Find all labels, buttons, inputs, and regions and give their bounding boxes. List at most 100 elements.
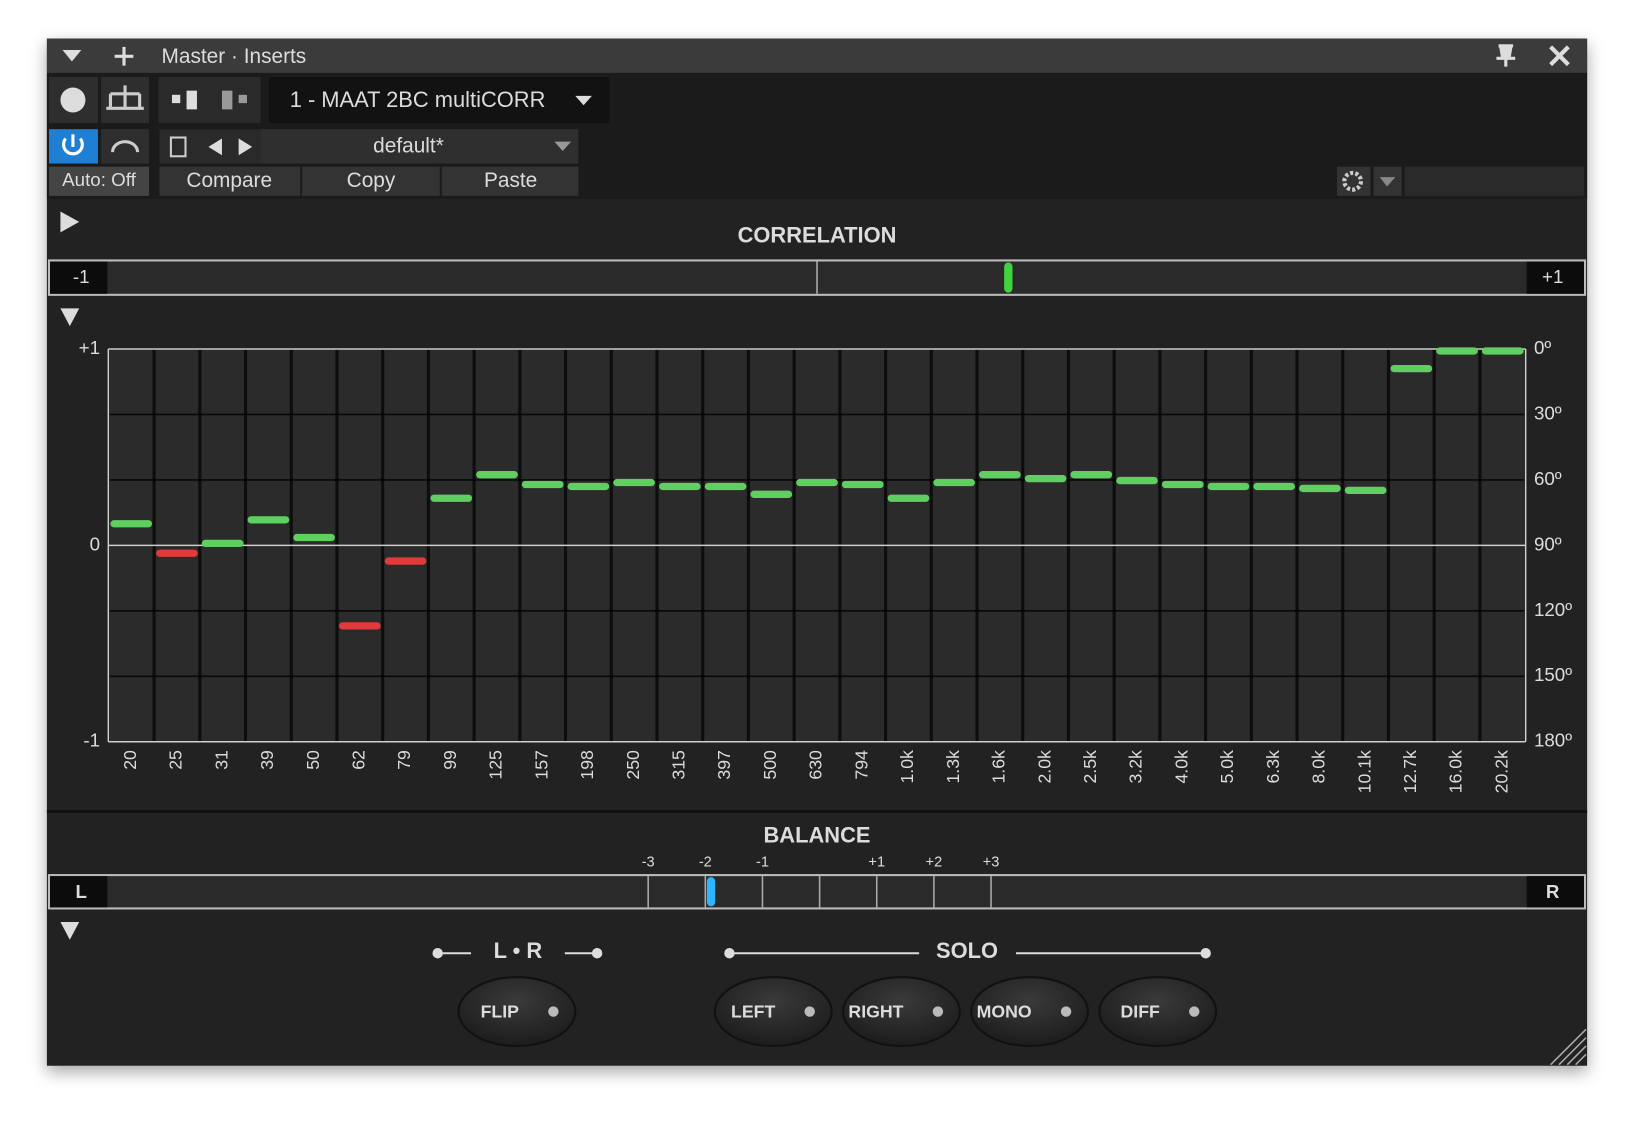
group-label: L • R [494, 938, 543, 963]
solo-button[interactable] [713, 976, 833, 1047]
band-marker [156, 549, 198, 557]
band-marker [430, 494, 473, 502]
icon [186, 90, 197, 110]
compare-button[interactable] [159, 166, 301, 196]
icon [238, 94, 247, 104]
automation-button[interactable] [48, 166, 150, 196]
copy-button[interactable] [302, 166, 440, 196]
band-marker [750, 490, 793, 498]
solo-button-label: RIGHT [848, 1001, 903, 1021]
solo-button[interactable] [970, 976, 1089, 1047]
band-marker [1299, 484, 1341, 493]
section-title: CORRELATION [738, 222, 897, 247]
x-tick-label: 1.6k [989, 750, 1009, 784]
x-tick-label: 157 [531, 750, 551, 780]
pin-icon[interactable] [1496, 44, 1516, 67]
band-marker [659, 482, 701, 491]
x-tick-label: 5.0k [1217, 750, 1237, 784]
button[interactable] [101, 129, 150, 164]
x-tick-label: 1.3k [943, 750, 963, 784]
icon [169, 136, 187, 158]
copy-label: Copy [347, 169, 396, 192]
collapse-toggle[interactable] [60, 921, 80, 940]
meter-frame [47, 874, 1587, 910]
y-tick-label: 0 [90, 533, 100, 554]
band-marker [796, 478, 838, 487]
band-marker [1161, 480, 1204, 489]
expand-toggle[interactable] [60, 211, 80, 233]
paste-button[interactable] [441, 166, 579, 196]
dropdown-arrow [554, 141, 572, 152]
balance-tick-label: +2 [926, 854, 943, 870]
x-tick-label: 315 [669, 750, 689, 780]
x-tick-label: 630 [806, 750, 826, 780]
x-tick-label: 6.3k [1263, 750, 1283, 784]
icon [171, 94, 181, 104]
y2-tick-label: 30º [1534, 402, 1562, 423]
x-tick-label: 250 [623, 750, 643, 780]
flip-button[interactable] [457, 976, 577, 1047]
led [1060, 1006, 1072, 1017]
y-tick-label: -1 [83, 730, 100, 751]
x-tick-label: 397 [714, 750, 734, 780]
y-tick-label: +1 [79, 337, 100, 358]
menu-arrow[interactable] [62, 50, 82, 62]
x-tick-label: 62 [348, 750, 368, 770]
band-marker [110, 520, 153, 528]
meter-right-label: R [1546, 881, 1560, 902]
meter-min-label: -1 [73, 266, 90, 287]
solo-button[interactable] [1098, 976, 1218, 1047]
close-icon[interactable] [1549, 45, 1570, 67]
led [804, 1006, 815, 1017]
y2-tick-label: 180º [1534, 730, 1572, 751]
section-title: BALANCE [764, 822, 871, 847]
collapse-toggle[interactable] [60, 308, 80, 327]
x-tick-label: 2.0k [1034, 750, 1054, 784]
icon [110, 140, 140, 153]
band-marker [933, 478, 975, 487]
plugin-selector[interactable] [268, 77, 610, 123]
field [1404, 166, 1584, 196]
band-marker [1390, 364, 1433, 373]
led [932, 1006, 944, 1017]
x-tick-label: 25 [166, 750, 186, 770]
band-marker [201, 539, 244, 548]
meter-left-label: L [76, 881, 87, 902]
band-marker [1116, 476, 1158, 485]
x-tick-label: 50 [303, 750, 323, 770]
band-marker [521, 480, 564, 489]
balance-tick-label: -3 [642, 854, 655, 870]
group-dot [591, 948, 603, 959]
icon [1342, 170, 1364, 192]
title-bar [46, 38, 1588, 73]
band-marker [1481, 347, 1524, 355]
icon [106, 85, 144, 110]
band-marker [1070, 471, 1113, 479]
band-marker [338, 622, 381, 630]
y2-tick-label: 0º [1534, 337, 1551, 358]
solo-button[interactable] [842, 976, 961, 1047]
solo-button-label: DIFF [1120, 1001, 1160, 1021]
band-marker [247, 516, 290, 524]
x-tick-label: 99 [440, 750, 460, 770]
y2-tick-label: 120º [1534, 599, 1572, 620]
balance-indicator [706, 877, 716, 907]
meter-end [1526, 261, 1584, 294]
x-tick-label: 10.1k [1354, 750, 1374, 793]
compare-label: Compare [186, 169, 272, 192]
group-dot [432, 948, 443, 959]
resize-grip[interactable] [1550, 1028, 1587, 1066]
balance-tick-label: -1 [756, 854, 769, 870]
band-marker [1436, 347, 1478, 355]
x-tick-label: 20.2k [1491, 750, 1511, 793]
band-marker [979, 471, 1021, 479]
band-marker [1024, 474, 1067, 483]
plugin-name: 1 - MAAT 2BC multiCORR [290, 87, 546, 112]
group-dot [1200, 948, 1211, 959]
x-tick-label: 3.2k [1126, 750, 1146, 784]
add-icon[interactable] [114, 46, 134, 66]
preset-selector[interactable] [260, 129, 579, 164]
solo-button-label: LEFT [731, 1001, 775, 1021]
balance-tick-label: +1 [868, 854, 885, 870]
